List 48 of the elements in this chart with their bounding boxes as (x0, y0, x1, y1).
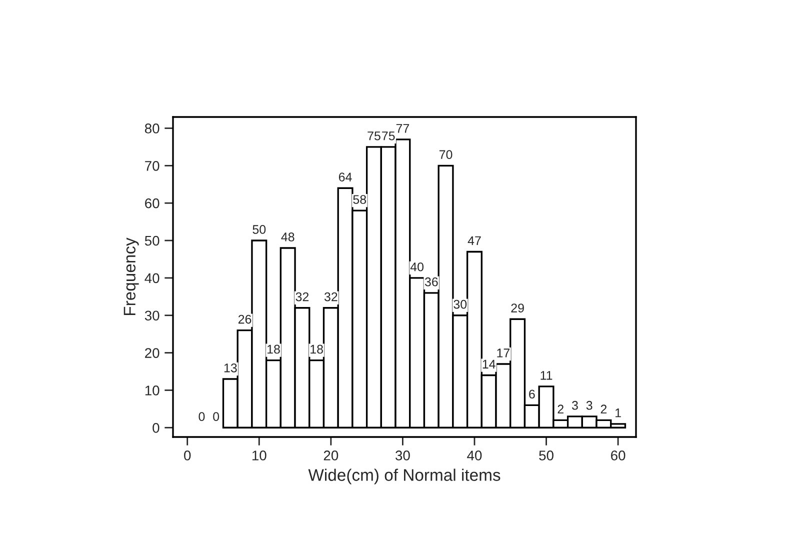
data-label: 3 (572, 400, 578, 410)
data-label: 2 (600, 404, 607, 414)
y-tick-label: 40 (144, 273, 160, 284)
data-label: 29 (511, 304, 524, 312)
data-label: 11 (540, 371, 552, 380)
data-label: 1 (616, 408, 621, 418)
data-label: 50 (252, 225, 266, 234)
y-tick-label: 50 (144, 236, 160, 246)
data-label: 0 (213, 412, 220, 422)
data-label: 0 (198, 412, 205, 422)
data-label: 48 (281, 232, 294, 242)
data-label: 2 (558, 404, 564, 414)
y-tick-label: 30 (144, 310, 160, 321)
data-label: 32 (324, 292, 338, 302)
data-label: 17 (497, 348, 510, 358)
data-label: 36 (424, 277, 438, 286)
x-tick-label: 30 (396, 450, 410, 460)
y-tick-label: 10 (145, 386, 160, 396)
data-label: 40 (410, 262, 424, 272)
data-label: 32 (296, 292, 309, 302)
data-label: 75 (368, 132, 380, 140)
data-label: 70 (439, 150, 452, 160)
data-label: 18 (310, 344, 323, 354)
data-label: 58 (353, 195, 366, 204)
y-tick-label: 0 (152, 422, 160, 433)
data-label: 30 (454, 300, 467, 309)
x-tick-label: 20 (324, 450, 338, 460)
x-tick-label: 60 (611, 450, 626, 460)
data-label: 75 (382, 132, 395, 140)
x-tick-label: 0 (184, 450, 191, 460)
y-tick-label: 20 (145, 348, 160, 358)
data-label: 64 (338, 172, 352, 182)
data-label: 47 (468, 236, 481, 245)
data-label: 3 (586, 400, 592, 410)
data-label: 77 (396, 124, 410, 133)
y-tick-label: 70 (145, 160, 160, 171)
data-label: 14 (482, 360, 496, 368)
y-tick-label: 60 (145, 198, 160, 208)
x-tick-label: 40 (467, 450, 482, 460)
data-label: 13 (224, 364, 237, 372)
x-tick-label: 50 (539, 450, 554, 460)
x-tick-label: 10 (252, 450, 266, 460)
data-label: 6 (529, 390, 535, 399)
x-axis-title: Wide(cm) of Normal items (308, 468, 500, 484)
data-label: 26 (238, 314, 252, 324)
y-tick-label: 80 (144, 124, 160, 134)
y-axis-title: Frequency (124, 238, 139, 315)
data-label: 18 (268, 344, 280, 354)
